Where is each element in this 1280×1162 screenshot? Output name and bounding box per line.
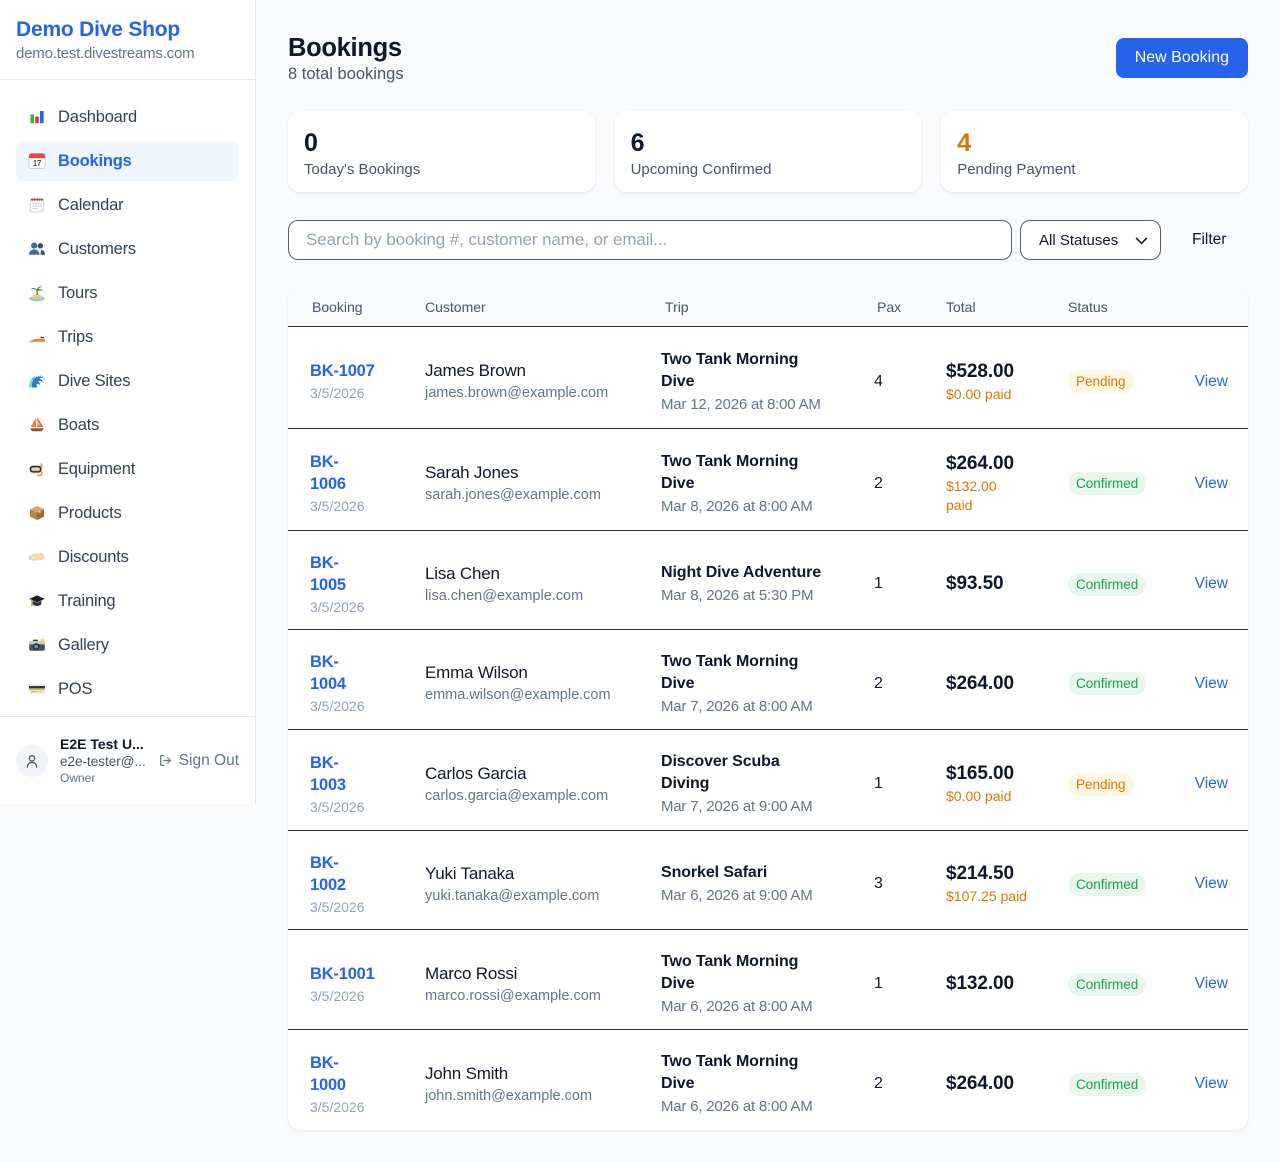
svg-text:17: 17 xyxy=(33,159,42,168)
